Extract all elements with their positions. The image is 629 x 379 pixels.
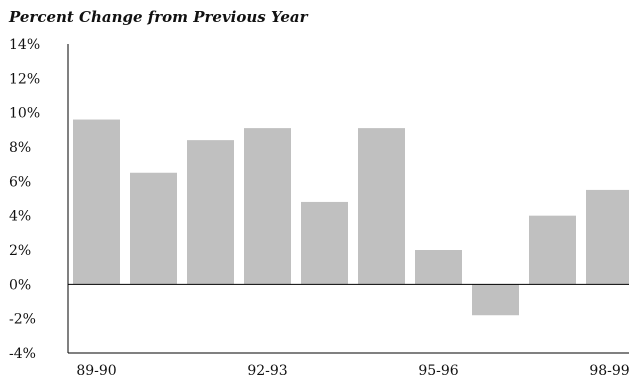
bar-89-90: [73, 119, 120, 285]
y-axis-ticks: 14% 12% 10% 8% 6% 4% 2% 0% -2% -4%: [9, 37, 40, 362]
y-tick-label: 6%: [9, 174, 31, 190]
y-tick-label: 4%: [9, 209, 31, 225]
y-tick-label: -4%: [9, 346, 36, 362]
bars-group: [73, 119, 629, 316]
bar-95-96: [415, 250, 462, 285]
bar-97-98: [529, 215, 576, 285]
bar-92-93: [244, 128, 291, 285]
bar-90-91: [130, 172, 177, 285]
y-tick-label: 2%: [9, 243, 31, 259]
x-tick-label: 89-90: [76, 363, 116, 379]
chart-title: Percent Change from Previous Year: [9, 8, 308, 26]
bar-91-92: [187, 140, 234, 285]
bar-94-95: [358, 128, 405, 285]
y-tick-label: 8%: [9, 140, 31, 156]
bar-98-99: [586, 189, 629, 285]
y-tick-label: 10%: [9, 106, 40, 122]
x-tick-label: 98-99: [589, 363, 629, 379]
x-axis-ticks: 89-90 92-93 95-96 98-99: [76, 363, 629, 379]
bar-96-97: [472, 284, 519, 316]
bar-93-94: [301, 201, 348, 285]
y-tick-label: 0%: [9, 277, 31, 293]
y-tick-label: 12%: [9, 71, 40, 87]
x-tick-label: 95-96: [418, 363, 458, 379]
x-tick-label: 92-93: [247, 363, 287, 379]
y-tick-label: 14%: [9, 37, 40, 53]
y-tick-label: -2%: [9, 312, 36, 328]
